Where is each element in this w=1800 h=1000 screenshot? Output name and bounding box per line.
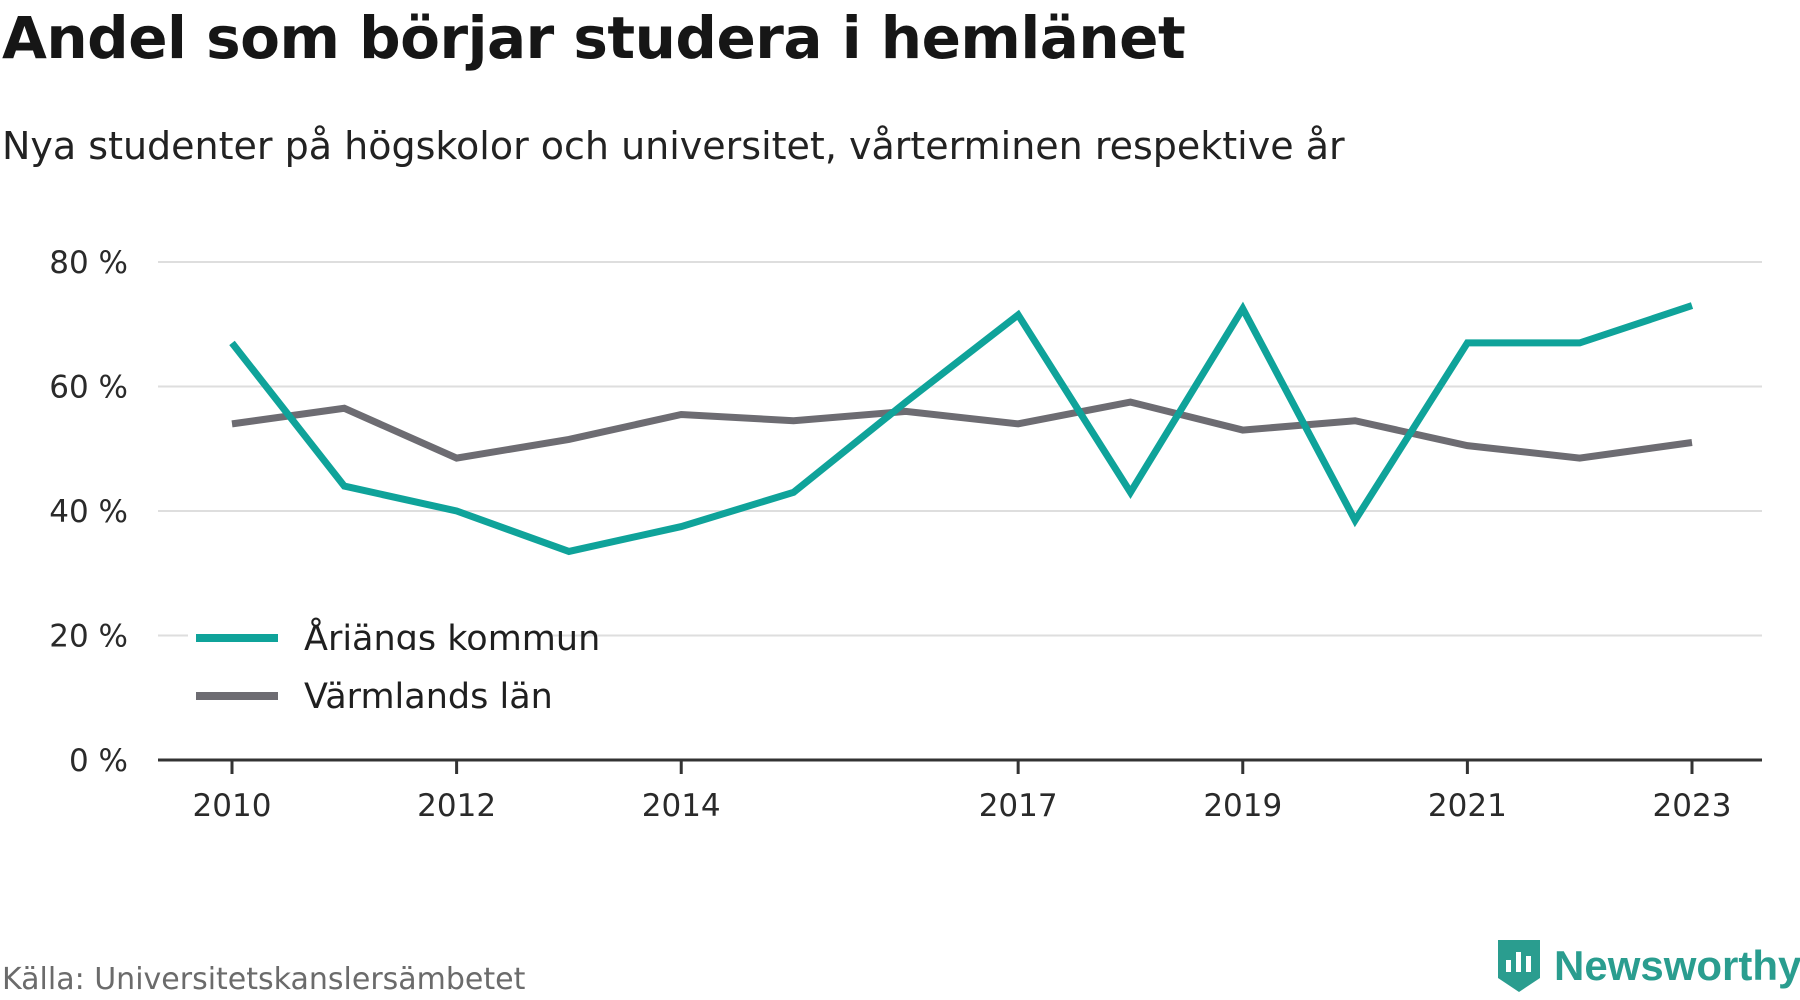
brand-name: Newsworthy <box>1554 942 1800 989</box>
y-tick-label: 0 % <box>69 743 128 779</box>
chart-subtitle: Nya studenter på högskolor och universit… <box>2 124 1345 168</box>
series-line-0 <box>229 301 1694 556</box>
x-tick-label: 2010 <box>193 788 272 824</box>
x-tick-label: 2014 <box>642 788 721 824</box>
y-tick-label: 60 % <box>49 370 128 406</box>
data-series <box>229 301 1694 556</box>
y-tick-label: 80 % <box>49 245 128 281</box>
series-line-1 <box>231 398 1693 462</box>
legend-label: Värmlands län <box>304 677 553 717</box>
x-tick-label: 2019 <box>1203 788 1282 824</box>
x-tick-label: 2017 <box>979 788 1058 824</box>
source-note: Källa: Universitetskanslersämbetet <box>2 962 526 997</box>
y-tick-label: 20 % <box>49 619 128 655</box>
x-axis-ticks: 2010 2012 2014 2017 2019 2021 2023 <box>158 758 1762 824</box>
y-axis-ticks: 0 % 20 % 40 % 60 % 80 % <box>49 245 128 779</box>
x-tick-label: 2012 <box>417 788 496 824</box>
newsworthy-logo-icon <box>1498 940 1540 992</box>
brand-logo[interactable]: Newsworthy <box>1494 938 1800 994</box>
x-tick-label: 2021 <box>1428 788 1507 824</box>
y-tick-label: 40 % <box>49 494 128 530</box>
chart-title: Andel som börjar studera i hemlänet <box>2 4 1186 72</box>
x-tick-label: 2023 <box>1653 788 1732 824</box>
